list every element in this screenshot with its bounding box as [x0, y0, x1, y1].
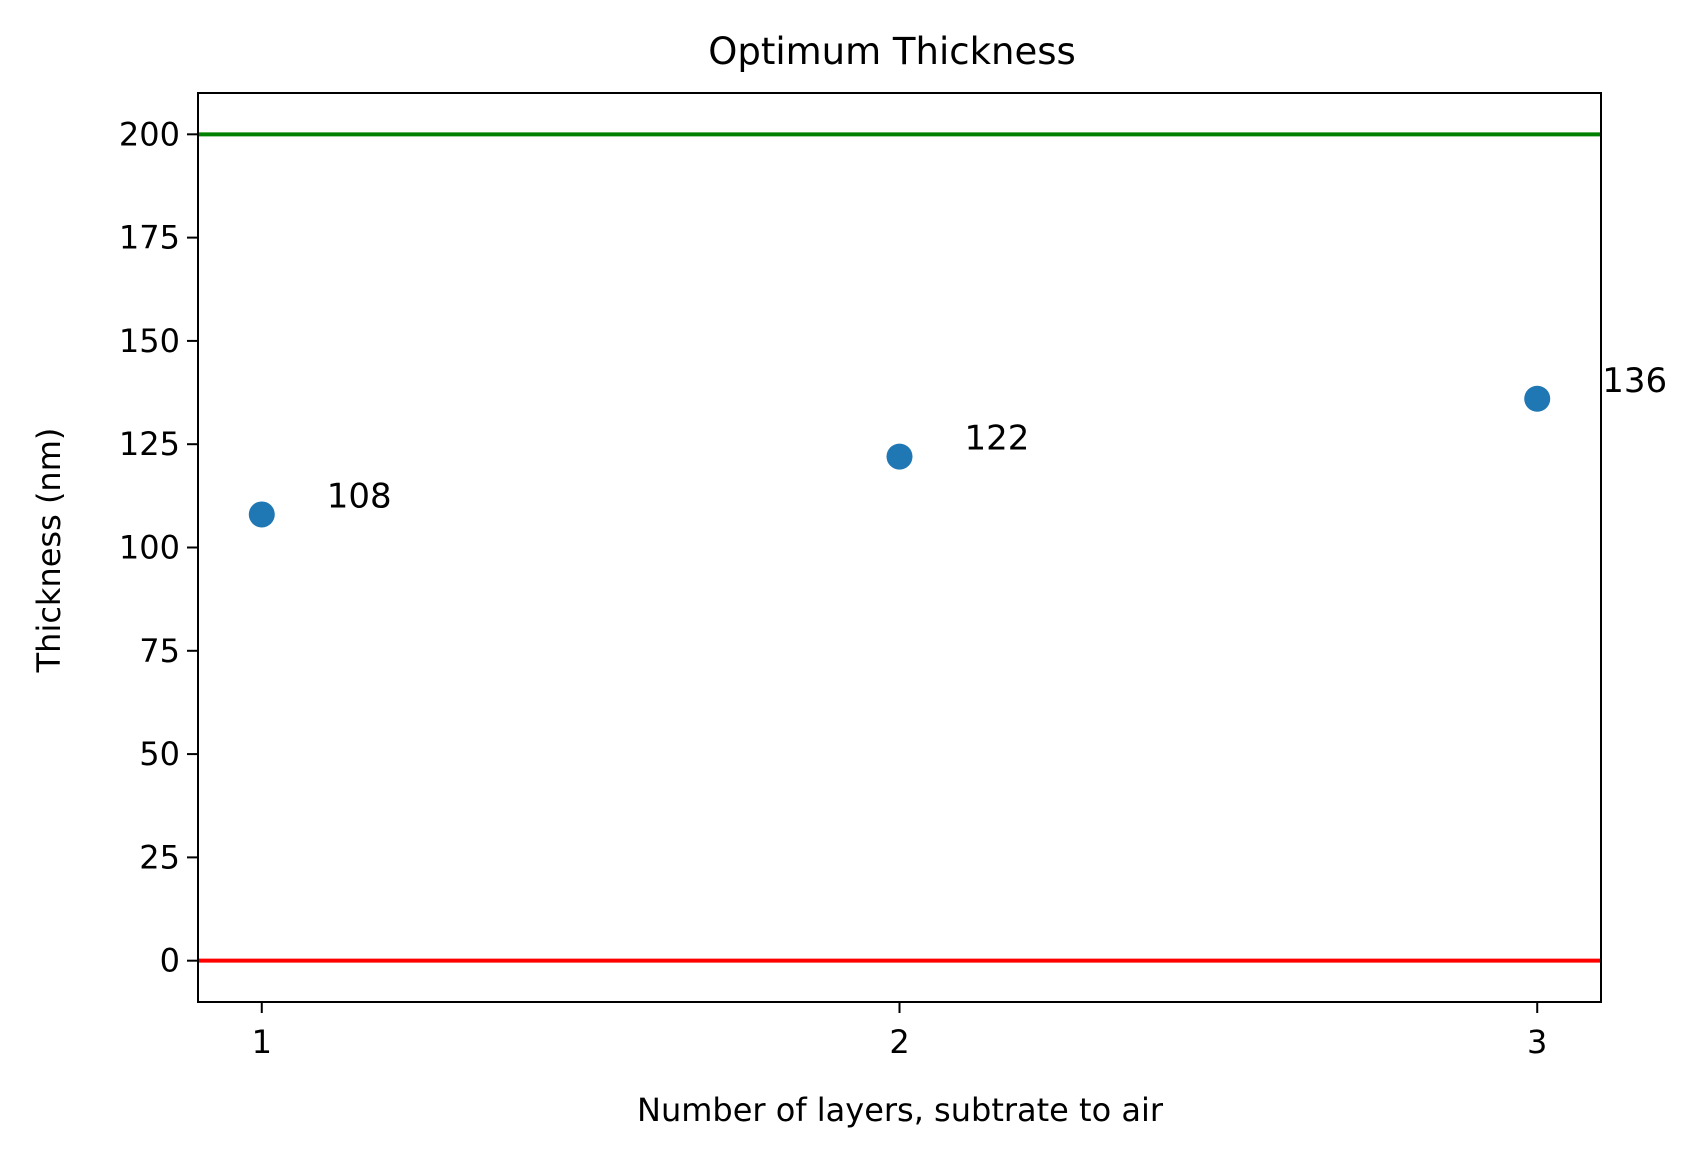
y-axis-label: Thickness (nm): [30, 428, 68, 674]
x-axis-ticks: 1 2 3: [252, 1002, 1547, 1061]
plot-frame: [197, 92, 1602, 1003]
y-axis-ticks: 0 25 50 75 100 125 150 175 200: [119, 115, 198, 980]
data-point: [248, 501, 275, 528]
chart-title: Optimum Thickness: [708, 30, 1076, 73]
y-tick-label: 0: [160, 942, 180, 980]
data-label: 122: [965, 419, 1030, 459]
reference-lines: [198, 132, 1601, 963]
y-tick-label: 125: [119, 425, 180, 463]
y-tick-label: 25: [139, 838, 180, 876]
data-points: 108 122 136: [248, 361, 1667, 528]
y-tick-label: 50: [139, 735, 180, 773]
x-tick-label: 1: [252, 1023, 272, 1061]
data-point: [1524, 385, 1551, 412]
x-tick-label: 3: [1527, 1023, 1547, 1061]
y-tick-label: 100: [119, 529, 180, 567]
y-tick-label: 150: [119, 322, 180, 360]
y-tick-label: 200: [119, 115, 180, 153]
data-label: 108: [327, 476, 392, 516]
y-tick-label: 75: [139, 632, 180, 670]
x-tick-label: 2: [889, 1023, 909, 1061]
x-axis-label: Number of layers, subtrate to air: [637, 1091, 1164, 1129]
y-tick-label: 175: [119, 219, 180, 257]
data-label: 136: [1602, 361, 1667, 401]
data-point: [886, 443, 913, 470]
